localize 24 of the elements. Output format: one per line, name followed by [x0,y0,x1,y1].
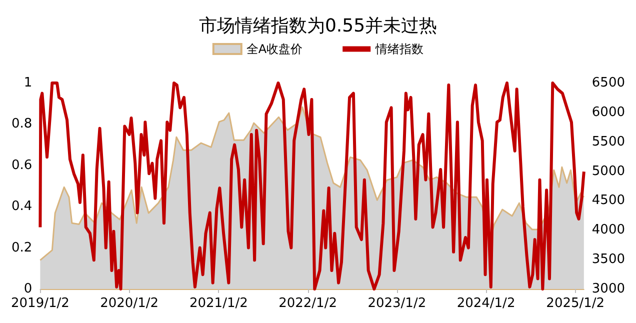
y-tick-label: 0.2 [12,240,32,256]
y-tick-label: 1 [24,76,32,90]
y2-tick-label: 3000 [592,282,626,296]
y2-tick-label: 6000 [592,104,626,120]
y2-tick-label: 4000 [592,222,626,238]
x-tick-label: 2024/1/2 [456,296,516,311]
y-tick-label: 0 [24,282,32,296]
legend-label: 全A收盘价 [246,42,303,56]
x-tick-label: 2022/1/2 [278,296,337,311]
y-tick-label: 0.6 [12,158,32,173]
x-tick-label: 2025/1/2 [546,296,605,311]
y-tick-label: 0.8 [12,116,32,132]
y-tick-label: 0.4 [12,199,32,214]
x-tick-label: 2023/1/2 [368,296,426,311]
chart-title: 市场情绪指数为0.55并未过热 [198,16,438,36]
y2-tick-label: 5000 [592,164,626,179]
legend-label: 情绪指数 [374,42,424,56]
y2-tick-label: 4500 [592,193,626,208]
y2-tick-label: 6500 [592,76,626,90]
x-tick-label: 2021/1/2 [189,296,248,311]
x-tick-label: 2020/1/2 [100,296,159,311]
y2-tick-label: 3500 [592,252,626,268]
x-tick-label: 2019/1/2 [11,296,70,311]
y2-tick-label: 5500 [592,134,626,150]
